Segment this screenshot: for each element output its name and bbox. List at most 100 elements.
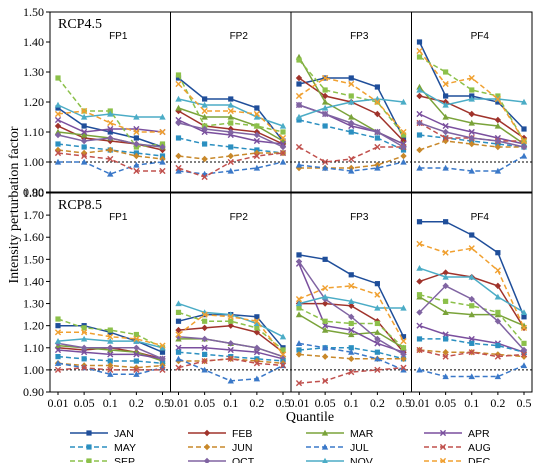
data-point [416, 278, 423, 285]
data-point [201, 324, 208, 332]
legend-item-oct: OCT [188, 456, 255, 463]
data-point [321, 92, 329, 100]
x-tick-label: 0.01 [409, 396, 430, 410]
data-point [468, 373, 475, 380]
data-point [442, 122, 449, 130]
series-line [57, 318, 163, 349]
data-point [80, 344, 88, 351]
data-point [348, 93, 354, 99]
data-point [253, 137, 260, 145]
data-point [202, 96, 208, 102]
data-point [521, 314, 527, 320]
data-point [159, 128, 166, 136]
data-point [175, 344, 182, 351]
data-point [279, 149, 287, 157]
data-point [468, 95, 475, 102]
data-point [133, 366, 140, 373]
data-point [494, 137, 502, 145]
data-point [416, 119, 423, 127]
data-point [400, 364, 407, 371]
data-point [107, 125, 114, 133]
data-point [468, 295, 475, 303]
data-point [322, 158, 329, 166]
data-point [374, 349, 380, 355]
legend-marker [86, 444, 92, 450]
data-point [175, 167, 182, 174]
data-point [416, 309, 423, 316]
data-point [201, 366, 208, 373]
data-point [201, 173, 208, 181]
legend-label: JUL [350, 442, 369, 454]
series-line [57, 362, 163, 376]
y-tick-label: 1.00 [23, 155, 44, 169]
data-point [81, 144, 87, 150]
data-point [494, 282, 502, 290]
data-point [521, 126, 527, 132]
data-point [416, 164, 423, 171]
data-point [133, 337, 140, 344]
legend-item-feb: FEB [188, 428, 252, 440]
data-point [348, 326, 355, 334]
x-tick-label: 0.1 [344, 396, 359, 410]
data-point [227, 152, 234, 160]
data-point [400, 355, 407, 363]
data-point [296, 117, 302, 123]
data-point [348, 113, 355, 120]
data-point [520, 98, 528, 105]
data-point [494, 318, 502, 325]
data-point [296, 57, 302, 63]
legend-item-apr: APR [424, 428, 490, 440]
data-point [348, 272, 354, 278]
data-point [400, 132, 407, 138]
data-point [107, 351, 114, 358]
data-point [201, 113, 208, 120]
data-point [201, 344, 208, 351]
data-point [374, 84, 380, 90]
data-point [201, 357, 208, 365]
data-point [55, 141, 61, 147]
data-point [107, 129, 113, 135]
data-point [54, 366, 62, 373]
data-point [54, 337, 62, 344]
data-point [80, 335, 88, 342]
legend-marker [322, 457, 328, 463]
data-point [253, 329, 261, 336]
data-point [521, 340, 527, 346]
data-point [322, 74, 329, 82]
data-point [348, 302, 355, 309]
data-point [133, 335, 140, 343]
series-oct [54, 258, 528, 363]
data-point [520, 143, 528, 151]
data-point [107, 337, 114, 344]
data-point [159, 167, 166, 175]
y-tick-label: 1.00 [23, 363, 44, 377]
data-point [107, 333, 114, 340]
data-point [201, 311, 208, 318]
data-point [202, 141, 208, 147]
legend-marker [439, 429, 447, 437]
data-point [400, 158, 407, 165]
data-point [321, 326, 329, 333]
legend-item-jan: JAN [70, 428, 134, 440]
data-point [107, 362, 114, 369]
data-point [348, 80, 355, 88]
y-tick-label: 1.70 [23, 208, 44, 222]
data-point [468, 140, 475, 148]
data-point [374, 329, 381, 335]
x-axis-label: Quantile [286, 410, 334, 425]
legend-marker [203, 443, 211, 451]
data-point [468, 273, 475, 280]
data-point [494, 116, 502, 124]
data-point [253, 375, 261, 382]
data-point [81, 329, 88, 336]
data-point [348, 355, 355, 363]
data-point [348, 155, 355, 163]
legend-marker [321, 443, 329, 450]
data-point [254, 314, 260, 320]
data-point [227, 355, 234, 362]
data-point [348, 119, 355, 127]
x-tick-label: 0.05 [194, 396, 215, 410]
x-tick-label: 0.1 [223, 396, 238, 410]
data-point [495, 250, 501, 256]
data-point [442, 349, 449, 356]
